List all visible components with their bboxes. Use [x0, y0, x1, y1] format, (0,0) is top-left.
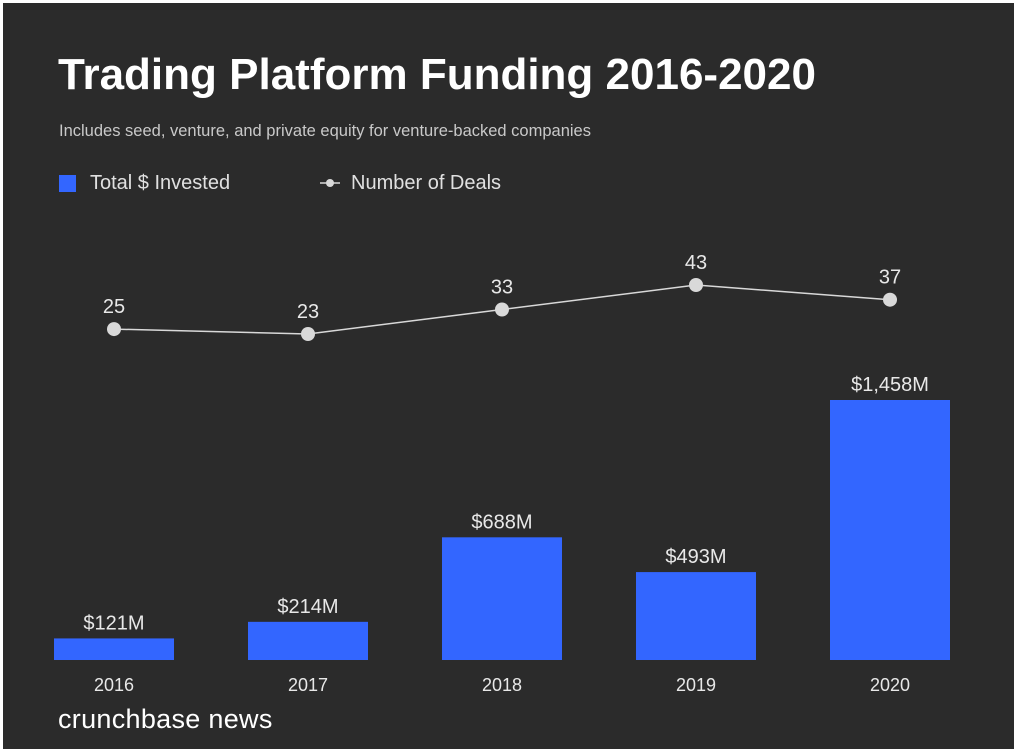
deals-value-label-2017: 23 — [297, 301, 319, 323]
x-tick-label-2016: 2016 — [94, 675, 134, 695]
legend-entry-number-of-deals: Number of Deals — [319, 169, 501, 197]
legend-line-swatch-icon — [320, 179, 340, 187]
deals-point-2020 — [883, 292, 897, 307]
legend-label-total-invested: Total $ Invested — [90, 171, 231, 194]
deals-point-2017 — [301, 327, 315, 341]
x-tick-label-2017: 2017 — [288, 675, 328, 695]
bar-2020 — [830, 400, 950, 660]
chart-title: Trading Platform Funding 2016-2020 — [58, 50, 816, 99]
chart-subtitle: Includes seed, venture, and private equi… — [59, 122, 591, 140]
deals-point-2016 — [107, 322, 121, 337]
bar-value-label-2018: $688M — [471, 511, 532, 533]
brand-logo: crunchbase news — [58, 704, 273, 734]
deals-value-label-2019: 43 — [685, 252, 707, 274]
bar-value-label-2020: $1,458M — [851, 374, 929, 396]
legend-bar-swatch-icon — [59, 174, 76, 192]
chart-plot-area: $121M $214M $688M $493M $1,458M 25 23 33 43 37 201… — [54, 252, 950, 695]
deals-point-2018 — [495, 302, 509, 317]
legend-label-number-of-deals: Number of Deals — [351, 171, 502, 194]
x-tick-label-2018: 2018 — [482, 675, 522, 695]
legend: Total $ Invested Number of Deals — [59, 169, 659, 197]
deals-point-2019 — [689, 278, 703, 292]
x-tick-label-2020: 2020 — [870, 675, 910, 695]
deals-value-label-2020: 37 — [879, 267, 901, 289]
bar-2019 — [636, 572, 756, 660]
legend-entry-total-invested: Total $ Invested — [59, 169, 230, 197]
deals-value-label-2018: 33 — [491, 277, 513, 299]
chart-panel: Trading Platform Funding 2016-2020 Inclu… — [3, 3, 1014, 749]
bar-value-label-2016: $121M — [83, 612, 144, 634]
bar-value-label-2019: $493M — [665, 546, 726, 568]
bar-2016 — [54, 638, 174, 660]
bar-2017 — [248, 621, 368, 660]
bar-2018 — [442, 537, 562, 660]
x-tick-label-2019: 2019 — [676, 675, 716, 695]
bar-value-label-2017: $214M — [277, 596, 338, 618]
deals-value-label-2016: 25 — [103, 296, 125, 318]
